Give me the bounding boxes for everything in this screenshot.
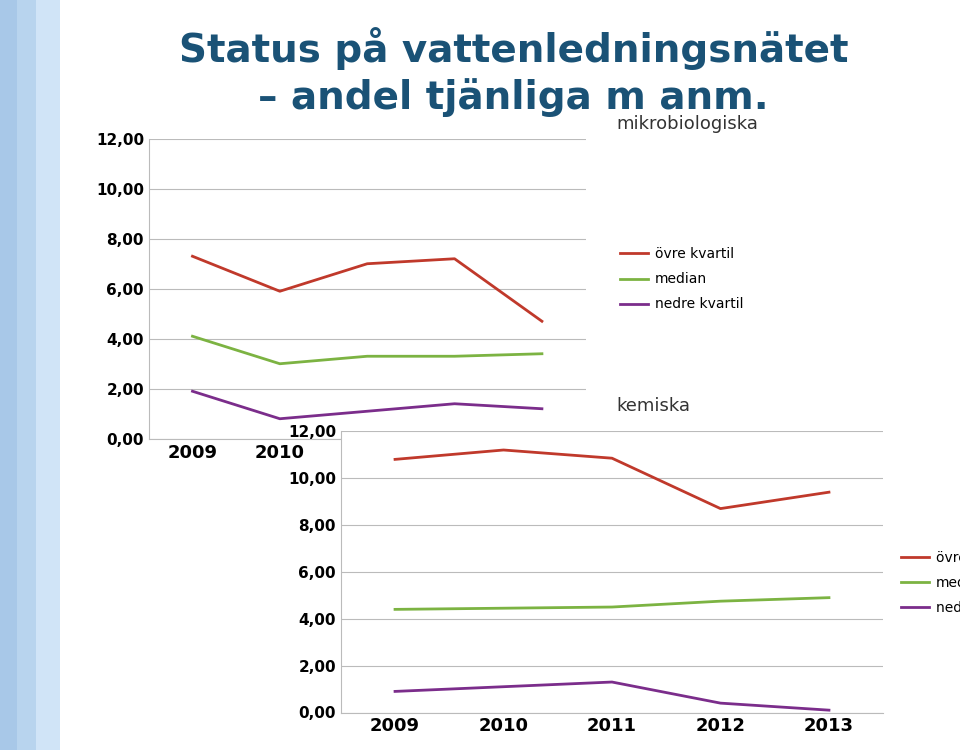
Legend: övre kvartil, median, nedre kvartil: övre kvartil, median, nedre kvartil	[614, 242, 749, 317]
Text: – andel tjänliga m anm.: – andel tjänliga m anm.	[258, 78, 769, 117]
Legend: övre kvartil, median, nedre kvartil: övre kvartil, median, nedre kvartil	[896, 545, 960, 620]
Text: kemiska: kemiska	[616, 397, 690, 415]
Text: mikrobiologiska: mikrobiologiska	[616, 115, 758, 133]
Text: Status på vattenledningsnätet: Status på vattenledningsnätet	[179, 27, 849, 70]
